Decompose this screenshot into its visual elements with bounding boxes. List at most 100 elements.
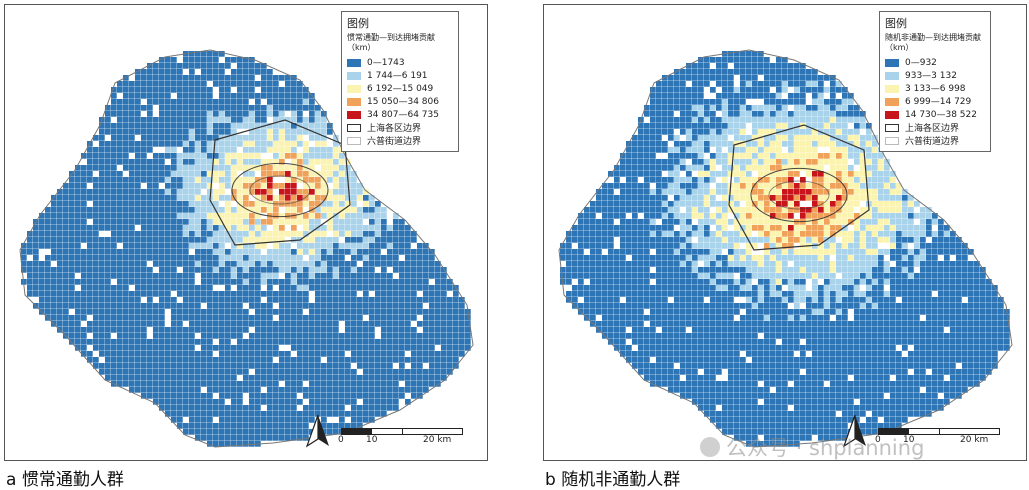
grid-cell [105, 369, 111, 375]
grid-cell [183, 213, 189, 219]
grid-cell [764, 231, 770, 237]
grid-cell [716, 69, 722, 75]
grid-cell [614, 267, 620, 273]
grid-cell [800, 261, 806, 267]
grid-cell [285, 339, 291, 345]
grid-cell [225, 291, 231, 297]
grid-cell [135, 237, 141, 243]
grid-cell [902, 255, 908, 261]
grid-cell [716, 213, 722, 219]
grid-cell [171, 225, 177, 231]
grid-cell [237, 297, 243, 303]
grid-cell [375, 339, 381, 345]
grid-cell [225, 87, 231, 93]
grid-cell [195, 63, 201, 69]
grid-cell [291, 429, 297, 435]
grid-cell [141, 177, 147, 183]
grid-cell [279, 219, 285, 225]
grid-cell [758, 141, 764, 147]
grid-cell [626, 249, 632, 255]
grid-cell [339, 267, 345, 273]
grid-cell [297, 357, 303, 363]
grid-cell [662, 123, 668, 129]
grid-cell [165, 279, 171, 285]
grid-cell [189, 369, 195, 375]
grid-cell [381, 273, 387, 279]
grid-cell [842, 261, 848, 267]
grid-cell [231, 381, 237, 387]
grid-cell [770, 219, 776, 225]
grid-cell [345, 321, 351, 327]
grid-cell [698, 129, 704, 135]
grid-cell [333, 327, 339, 333]
grid-cell [141, 201, 147, 207]
grid-cell [57, 231, 63, 237]
grid-cell [63, 273, 69, 279]
grid-cell [704, 255, 710, 261]
grid-cell [147, 81, 153, 87]
grid-cell [644, 231, 650, 237]
grid-cell [207, 267, 213, 273]
grid-cell [692, 87, 698, 93]
grid-cell [201, 93, 207, 99]
grid-cell [734, 285, 740, 291]
grid-cell [135, 111, 141, 117]
grid-cell [75, 333, 81, 339]
grid-cell [369, 195, 375, 201]
grid-cell [123, 183, 129, 189]
grid-cell [369, 363, 375, 369]
grid-cell [363, 393, 369, 399]
grid-cell [87, 171, 93, 177]
grid-cell [459, 351, 465, 357]
grid-cell [746, 267, 752, 273]
grid-cell [351, 189, 357, 195]
grid-cell [327, 423, 333, 429]
grid-cell [596, 225, 602, 231]
grid-cell [680, 291, 686, 297]
grid-cell [782, 183, 788, 189]
grid-cell [656, 87, 662, 93]
grid-cell [135, 75, 141, 81]
grid-cell [231, 375, 237, 381]
grid-cell [944, 279, 950, 285]
grid-cell [117, 237, 123, 243]
grid-cell [201, 231, 207, 237]
grid-cell [201, 357, 207, 363]
grid-cell [33, 279, 39, 285]
grid-cell [674, 249, 680, 255]
grid-cell [207, 99, 213, 105]
grid-cell [770, 291, 776, 297]
grid-cell [812, 159, 818, 165]
grid-cell [351, 357, 357, 363]
grid-cell [650, 201, 656, 207]
grid-cell [219, 177, 225, 183]
grid-cell [219, 297, 225, 303]
grid-cell [255, 297, 261, 303]
grid-cell [351, 267, 357, 273]
grid-cell [794, 93, 800, 99]
grid-cell [680, 123, 686, 129]
grid-cell [692, 153, 698, 159]
grid-cell [291, 297, 297, 303]
grid-cell [399, 369, 405, 375]
grid-cell [303, 387, 309, 393]
grid-cell [345, 393, 351, 399]
grid-cell [183, 165, 189, 171]
grid-cell [231, 213, 237, 219]
grid-cell [231, 399, 237, 405]
grid-cell [141, 81, 147, 87]
grid-cell [339, 249, 345, 255]
grid-cell [429, 375, 435, 381]
grid-cell [728, 105, 734, 111]
grid-cell [944, 267, 950, 273]
grid-cell [99, 189, 105, 195]
grid-cell [812, 207, 818, 213]
grid-cell [321, 255, 327, 261]
grid-cell [219, 387, 225, 393]
grid-cell [441, 297, 447, 303]
grid-cell [237, 237, 243, 243]
grid-cell [698, 69, 704, 75]
grid-cell [99, 135, 105, 141]
grid-cell [147, 381, 153, 387]
grid-cell [764, 153, 770, 159]
